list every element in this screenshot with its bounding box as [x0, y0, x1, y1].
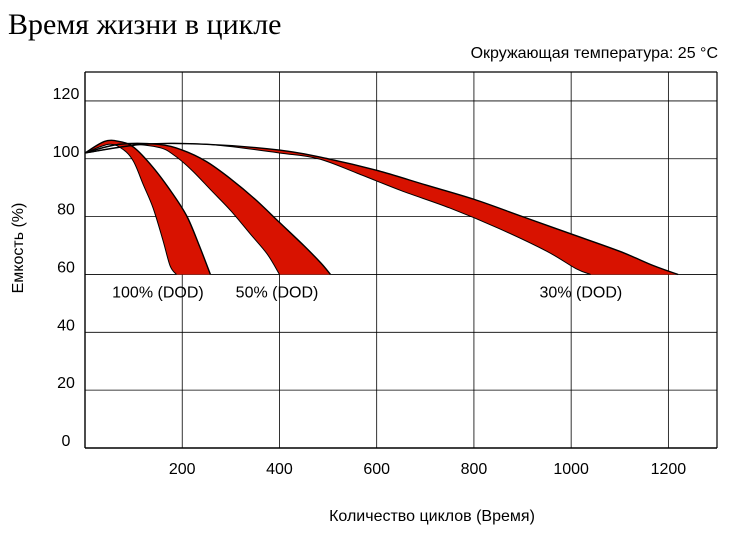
y-axis-label: Емкость (%): [10, 203, 27, 294]
y-tick-label: 100: [53, 144, 80, 161]
x-tick-label: 800: [461, 461, 488, 478]
x-tick-label: 200: [169, 461, 196, 478]
series-label-3: 30% (DOD): [540, 285, 623, 302]
band-lower-line-3: [84, 142, 591, 275]
y-tick-label: 0: [62, 433, 71, 450]
y-tick-label: 120: [53, 86, 80, 103]
band-upper-line-1: [84, 139, 212, 275]
y-tick-label: 20: [57, 375, 75, 392]
chart-subtitle: Окружающая температура: 25 °C: [471, 45, 718, 62]
band-fill-2: [85, 143, 331, 275]
y-tick-label: 60: [57, 259, 75, 276]
series-label-2: 50% (DOD): [236, 285, 319, 302]
x-tick-label: 1200: [651, 461, 687, 478]
bands-layer: [84, 139, 679, 276]
x-tick-label: 600: [363, 461, 390, 478]
series-labels-layer: 100% (DOD) 50% (DOD) 30% (DOD): [112, 285, 622, 302]
y-tick-label: 40: [57, 317, 75, 334]
series-label-1: 100% (DOD): [112, 285, 204, 302]
x-tick-label: 1000: [553, 461, 589, 478]
x-axis-label: Количество циклов (Время): [329, 508, 535, 525]
band-fill-1: [85, 140, 211, 275]
band-fill-3: [85, 143, 679, 275]
axis-layer: 200 400 600 800 1000 1200 0 20 40 60 80 100 120: [53, 71, 718, 478]
x-tick-label: 400: [266, 461, 293, 478]
y-tick-label: 80: [57, 202, 75, 219]
chart-title: Время жизни в цикле: [8, 8, 282, 41]
